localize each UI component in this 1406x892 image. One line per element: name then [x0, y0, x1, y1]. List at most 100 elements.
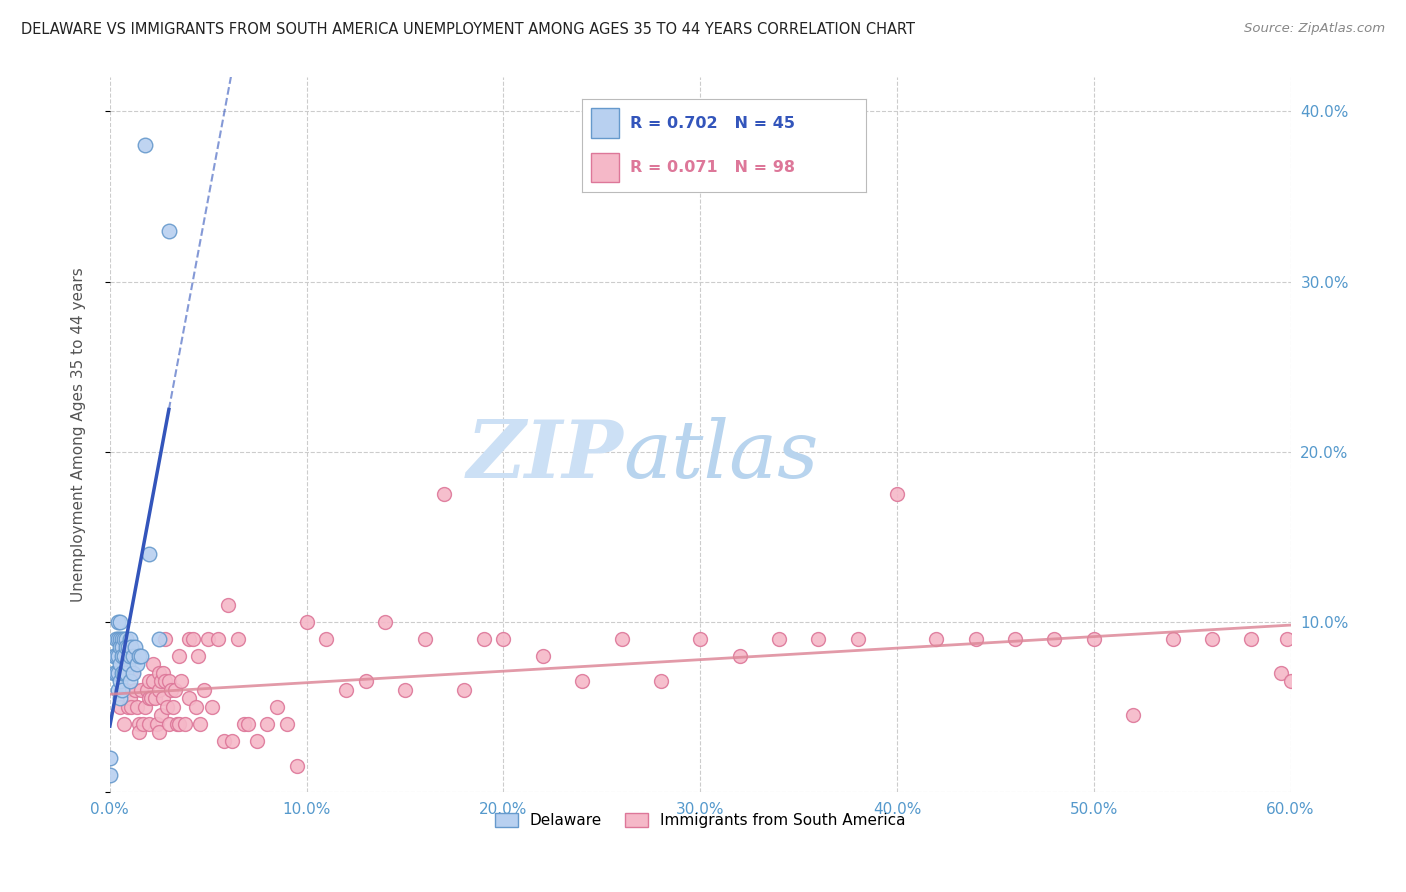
Text: DELAWARE VS IMMIGRANTS FROM SOUTH AMERICA UNEMPLOYMENT AMONG AGES 35 TO 44 YEARS: DELAWARE VS IMMIGRANTS FROM SOUTH AMERIC… [21, 22, 915, 37]
Point [111, 682, 134, 697]
Point [148, 665, 170, 680]
Point [1122, 708, 1144, 723]
Point [246, 734, 269, 748]
Point [1043, 632, 1066, 646]
Point [108, 699, 131, 714]
Point [128, 648, 150, 663]
Point [111, 640, 134, 655]
Point [122, 665, 145, 680]
Point [157, 717, 180, 731]
Point [142, 657, 165, 672]
Point [104, 632, 127, 646]
Point [107, 648, 129, 663]
Point [212, 734, 235, 748]
Point [197, 632, 219, 646]
Point [266, 699, 288, 714]
Point [276, 717, 298, 731]
Point [1240, 632, 1263, 646]
Point [107, 682, 129, 697]
Point [965, 632, 987, 646]
Point [394, 682, 416, 697]
Point [152, 665, 174, 680]
Point [136, 682, 159, 697]
Point [146, 717, 169, 731]
Point [131, 682, 153, 697]
Point [177, 691, 200, 706]
Point [148, 725, 170, 739]
Point [118, 691, 141, 706]
Point [112, 648, 135, 663]
Point [167, 648, 190, 663]
Point [1270, 665, 1292, 680]
Point [413, 632, 436, 646]
Point [148, 632, 170, 646]
Point [492, 632, 515, 646]
Point [531, 648, 554, 663]
Point [846, 632, 869, 646]
Point [190, 717, 212, 731]
Point [108, 691, 131, 706]
Point [138, 717, 160, 731]
Point [117, 699, 139, 714]
Point [354, 674, 377, 689]
Point [138, 674, 160, 689]
Point [148, 682, 170, 697]
Point [925, 632, 948, 646]
Point [1275, 632, 1298, 646]
Point [103, 648, 125, 663]
Point [108, 640, 131, 655]
Point [1083, 632, 1105, 646]
Point [453, 682, 475, 697]
Point [132, 717, 155, 731]
Point [232, 717, 254, 731]
Point [201, 699, 224, 714]
Point [207, 632, 229, 646]
Point [186, 699, 208, 714]
Point [173, 717, 195, 731]
Point [142, 674, 165, 689]
Point [122, 648, 145, 663]
Point [117, 657, 139, 672]
Point [153, 674, 176, 689]
Point [124, 640, 146, 655]
Point [121, 640, 143, 655]
Point [118, 632, 141, 646]
Point [127, 657, 149, 672]
Point [170, 674, 193, 689]
Legend: Delaware, Immigrants from South America: Delaware, Immigrants from South America [489, 807, 912, 834]
Point [138, 691, 160, 706]
Point [103, 665, 125, 680]
Point [114, 632, 136, 646]
Point [127, 699, 149, 714]
Point [1201, 632, 1223, 646]
Point [114, 665, 136, 680]
Point [107, 632, 129, 646]
Point [217, 598, 239, 612]
Point [768, 632, 790, 646]
Point [118, 648, 141, 663]
Point [108, 632, 131, 646]
Point [153, 632, 176, 646]
Point [285, 759, 308, 773]
Point [107, 665, 129, 680]
Point [143, 691, 166, 706]
Point [177, 632, 200, 646]
Point [335, 682, 357, 697]
Point [315, 632, 337, 646]
Point [112, 632, 135, 646]
Point [162, 699, 184, 714]
Point [112, 665, 135, 680]
Point [134, 138, 156, 153]
Point [156, 699, 179, 714]
Point [138, 547, 160, 561]
Point [689, 632, 711, 646]
Point [111, 632, 134, 646]
Point [134, 699, 156, 714]
Point [118, 674, 141, 689]
Point [108, 615, 131, 629]
Point [111, 665, 134, 680]
Point [112, 717, 135, 731]
Point [236, 717, 259, 731]
Point [121, 699, 143, 714]
Point [128, 725, 150, 739]
